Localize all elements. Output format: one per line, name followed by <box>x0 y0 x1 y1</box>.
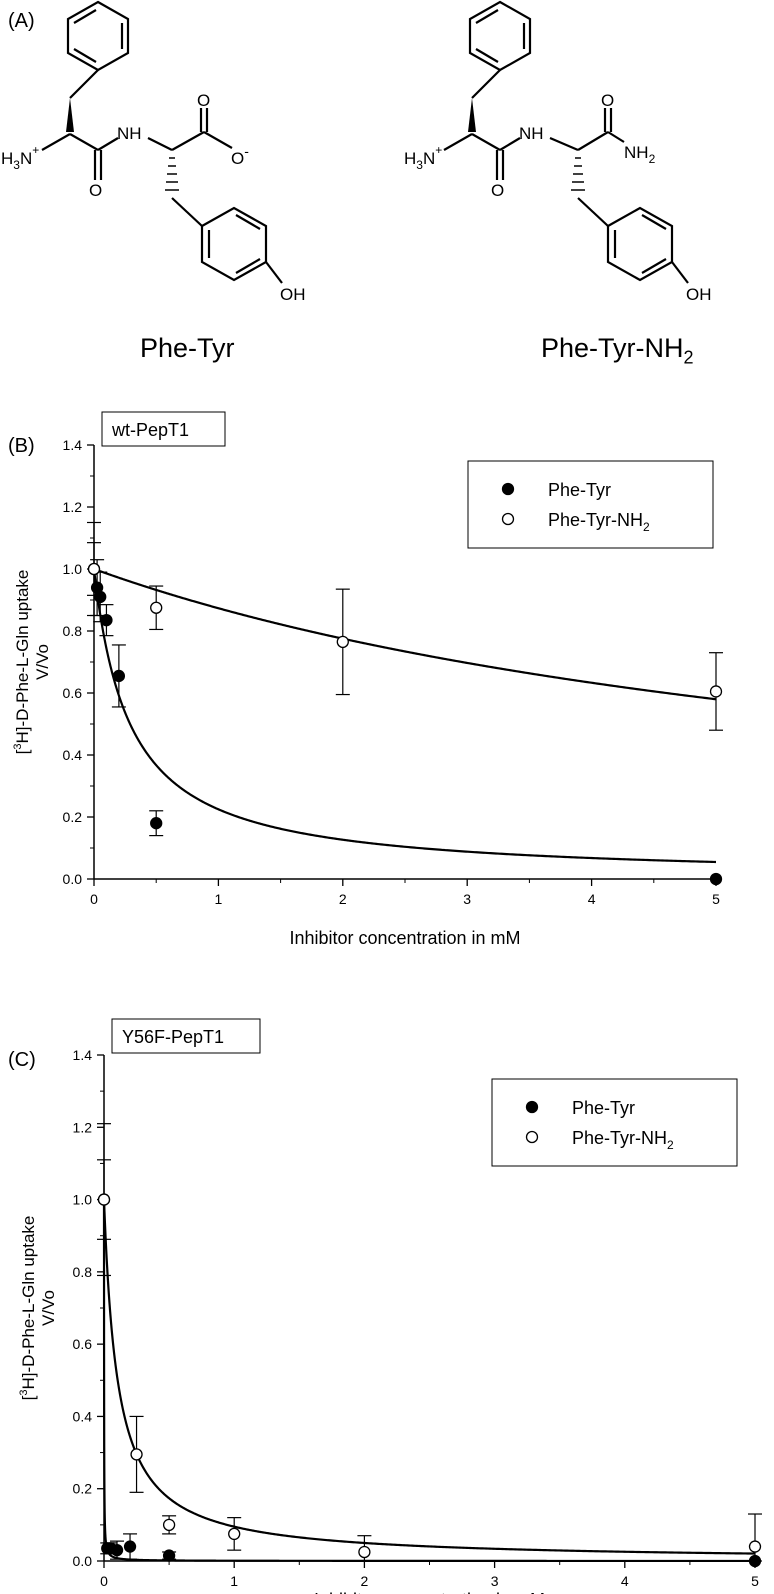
legend-frame <box>491 1078 738 1167</box>
y-tick-label: 0.6 <box>73 1336 93 1352</box>
data-point-phe-tyr <box>150 817 163 830</box>
data-point-phe-tyr <box>100 613 113 627</box>
x-axis-label: Inhibitor concentration in mM <box>289 928 520 948</box>
y-tick-label: 0.6 <box>63 685 83 701</box>
legend: Phe-Tyr Phe-Tyr-NH2 <box>467 460 714 549</box>
legend-marker-phe-tyr-nh2 <box>525 1130 539 1144</box>
data-point-phe-tyr <box>94 590 107 604</box>
x-tick-label: 1 <box>215 891 223 907</box>
data-point-phe-tyr <box>748 1554 762 1568</box>
legend-frame <box>467 460 714 549</box>
legend-marker-phe-tyr <box>525 1100 539 1114</box>
legend-marker-phe-tyr <box>501 482 515 496</box>
y-tick-label: 0.4 <box>73 1408 93 1424</box>
chart-title-frame <box>101 411 226 447</box>
x-tick-label: 3 <box>463 891 471 907</box>
data-point-phe-tyr-nh2 <box>97 1193 111 1206</box>
x-tick-label: 5 <box>751 1573 759 1589</box>
legend-label-phe-tyr-nh2: Phe-Tyr-NH2 <box>548 510 650 534</box>
y-tick-label: 0.0 <box>73 1553 93 1569</box>
data-point-phe-tyr-nh2 <box>336 635 349 649</box>
structure-phe-tyr <box>41 0 283 284</box>
y-tick-label: 0.2 <box>63 809 83 825</box>
chart-title-frame <box>111 1018 261 1054</box>
y-axis-label-line2: V/Vo <box>33 644 52 680</box>
y-tick-label: 1.0 <box>63 561 83 577</box>
atom-o-1a: O <box>89 181 102 200</box>
y-tick-label: 0.2 <box>73 1481 93 1497</box>
y-tick-label: 1.2 <box>63 499 83 515</box>
atom-o-1b: O <box>197 91 210 110</box>
y-tick-label: 0.8 <box>73 1264 93 1280</box>
y-tick-label: 0.4 <box>63 747 83 763</box>
atom-nh-1: NH <box>117 124 142 143</box>
y-tick-label: 0.0 <box>63 871 83 887</box>
data-point-phe-tyr <box>162 1549 176 1562</box>
data-point-phe-tyr-nh2 <box>162 1518 176 1532</box>
atom-h3n-2: H3N+ <box>404 143 442 172</box>
legend-marker-phe-tyr-nh2 <box>501 512 515 526</box>
data-point-phe-tyr <box>123 1540 137 1553</box>
compound-name-phe-tyr-nh2: Phe-Tyr-NH2 <box>541 333 694 368</box>
legend-label-phe-tyr-nh2: Phe-Tyr-NH2 <box>572 1128 674 1152</box>
atom-oh-2: OH <box>686 285 712 300</box>
fit-curve-phe-tyr-nh2 <box>102 1199 756 1555</box>
data-point-phe-tyr-nh2 <box>358 1545 371 1559</box>
y-tick-label: 1.0 <box>73 1192 93 1208</box>
atom-nh-2: NH <box>519 124 544 143</box>
x-tick-label: 2 <box>361 1573 369 1589</box>
data-point-phe-tyr-nh2 <box>228 1527 241 1541</box>
x-axis-label: Inhibitor concentration in mM <box>314 1590 545 1594</box>
x-tick-label: 0 <box>100 1573 108 1589</box>
y-axis-label: [3H]-D-Phe-L-Gln uptake <box>18 1216 38 1401</box>
panel-label: (B) <box>8 435 35 457</box>
atom-nh2-2: NH2 <box>624 143 656 166</box>
data-point-phe-tyr-nh2 <box>150 601 163 614</box>
atom-o-2b: O <box>601 91 614 110</box>
atom-oh-1: OH <box>280 285 306 300</box>
data-point-phe-tyr <box>112 669 126 683</box>
data-point-phe-tyr-nh2 <box>748 1540 762 1553</box>
chart-title-box: Y56F-PepT1 <box>111 1018 261 1054</box>
x-tick-label: 2 <box>339 891 347 907</box>
legend-label-phe-tyr: Phe-Tyr <box>548 480 611 500</box>
data-point-phe-tyr <box>709 872 723 886</box>
structure-phe-tyr-nh2 <box>443 0 689 284</box>
y-axis-label-line2: V/Vo <box>39 1290 58 1326</box>
chart-b: (B) wt-PepT1 0.0 0.2 0.4 0.6 0.8 1.0 1.2 1.4 0 1 2 3 4… <box>8 411 723 948</box>
legend-label-phe-tyr: Phe-Tyr <box>572 1098 635 1118</box>
y-axis-label: [3H]-D-Phe-L-Gln uptake <box>12 570 32 755</box>
legend: Phe-Tyr Phe-Tyr-NH2 <box>491 1078 738 1167</box>
structures-svg: H3N+ NH O O O- OH <box>1 0 712 300</box>
panel-a-label: (A) <box>8 10 35 32</box>
x-tick-label: 4 <box>588 891 596 907</box>
y-tick-label: 1.4 <box>73 1047 93 1063</box>
y-tick-label: 1.4 <box>63 437 83 453</box>
x-tick-label: 0 <box>90 891 98 907</box>
chart-title: wt-PepT1 <box>111 420 189 440</box>
y-tick-label: 1.2 <box>73 1119 93 1135</box>
data-point-phe-tyr <box>110 1544 124 1557</box>
panel-label: (C) <box>8 1049 36 1071</box>
x-tick-label: 5 <box>712 891 720 907</box>
panel-a-structures: (A) <box>0 0 774 400</box>
data-point-phe-tyr-nh2 <box>87 562 101 576</box>
compound-name-phe-tyr: Phe-Tyr <box>140 333 235 363</box>
fit-curve-phe-tyr <box>92 568 717 864</box>
atom-o-minus-1: O- <box>231 143 249 168</box>
fit-curve-phe-tyr-nh2 <box>93 567 717 701</box>
atom-o-2a: O <box>491 181 504 200</box>
chart-title: Y56F-PepT1 <box>122 1027 224 1047</box>
x-tick-label: 3 <box>491 1573 499 1589</box>
data-point-phe-tyr-nh2 <box>130 1448 143 1461</box>
fit-curve-phe-tyr <box>102 1199 755 1563</box>
atom-h3n-1: H3N+ <box>1 143 39 172</box>
x-tick-label: 4 <box>621 1573 629 1589</box>
y-tick-label: 0.8 <box>63 623 83 639</box>
x-tick-label: 1 <box>230 1573 238 1589</box>
chart-title-box: wt-PepT1 <box>101 411 226 447</box>
chart-c: (C) Y56F-PepT1 0.0 0.2 0.4 0.6 0.8 1.0 1.2 1.4 0 1 2… <box>8 1018 762 1594</box>
data-point-phe-tyr-nh2 <box>709 685 723 698</box>
